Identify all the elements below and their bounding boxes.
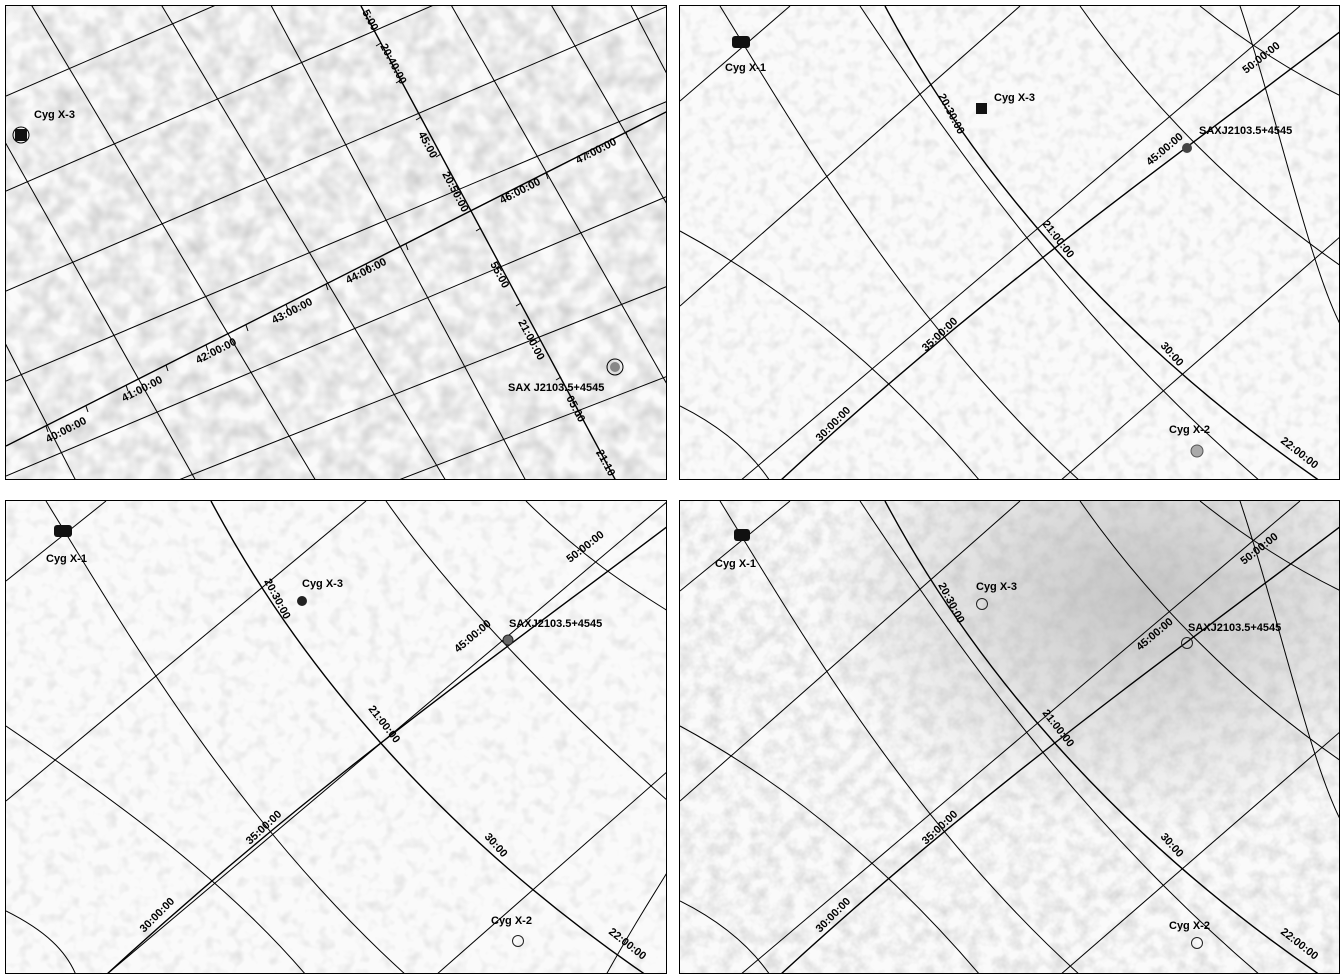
source-label: SAXJ2103.5+4545: [509, 618, 602, 630]
source-label: SAXJ2103.5+4545: [1188, 622, 1281, 634]
source-label: Cyg X-2: [491, 915, 532, 927]
dec-axis: [781, 526, 1339, 973]
source-marker: [1181, 637, 1193, 649]
source-label: Cyg X-2: [1169, 920, 1210, 932]
source-label: Cyg X-3: [302, 578, 343, 590]
ra-axis: [360, 6, 616, 479]
sky-map-2-canvas: 20:30:00 21:00:00 30:00 22:00:00 30:00:0…: [680, 6, 1339, 479]
sky-noise-texture: [680, 501, 1339, 973]
source-label: Cyg X-3: [976, 581, 1017, 593]
sky-map-panel-2: 20:30:00 21:00:00 30:00 22:00:00 30:00:0…: [679, 5, 1340, 480]
source-label: Cyg X-1: [715, 558, 756, 570]
source-marker: [1191, 937, 1203, 949]
sky-map-1-canvas: 5:00 20:40:00 45:00 20:50:00 55:00 21:00…: [6, 6, 666, 479]
source-marker: [1190, 444, 1204, 458]
sky-map-panel-1: 5:00 20:40:00 45:00 20:50:00 55:00 21:00…: [5, 5, 667, 480]
source-marker: [732, 36, 750, 48]
sky-noise-texture: [6, 6, 666, 479]
sky-map-panel-3: 20:30:00 21:00:00 30:00 22:00:00 30:00:0…: [5, 500, 667, 974]
source-marker: [54, 525, 72, 537]
sky-map-4-canvas: 20:30:00 21:00:00 30:00 22:00:00 30:00:0…: [680, 501, 1339, 973]
source-marker: [1182, 143, 1192, 153]
dec-axis: [107, 526, 666, 973]
source-marker: [12, 126, 30, 144]
source-marker: [512, 935, 524, 947]
source-marker: [976, 103, 987, 114]
grid-lines: [680, 6, 1339, 479]
ra-axis: [884, 6, 1319, 479]
sky-noise-texture: [680, 6, 1339, 479]
ra-grid-lines: [6, 6, 666, 479]
source-label: Cyg X-1: [46, 553, 87, 565]
source-marker: [734, 529, 750, 541]
source-marker: [297, 596, 307, 606]
ra-axis: [210, 501, 645, 973]
source-label: Cyg X-3: [994, 92, 1035, 104]
source-marker: [976, 598, 988, 610]
dec-axis: [781, 31, 1339, 479]
source-marker: [502, 634, 514, 646]
dec-axis: [6, 111, 666, 447]
sky-noise-texture: [6, 501, 666, 973]
source-label: Cyg X-2: [1169, 424, 1210, 436]
source-label: SAX J2103.5+4545: [508, 382, 604, 394]
source-label: Cyg X-1: [725, 62, 766, 74]
source-marker: [606, 358, 624, 376]
ra-axis: [884, 501, 1319, 973]
source-label: Cyg X-3: [34, 109, 75, 121]
grid-lines: [680, 501, 1339, 973]
grid-lines: [6, 501, 666, 973]
source-label: SAXJ2103.5+4545: [1199, 125, 1292, 137]
dec-grid-lines: [6, 6, 666, 479]
sky-map-panel-4: 20:30:00 21:00:00 30:00 22:00:00 30:00:0…: [679, 500, 1340, 974]
sky-map-3-canvas: 20:30:00 21:00:00 30:00 22:00:00 30:00:0…: [6, 501, 666, 973]
axis-ticks: [45, 42, 629, 455]
